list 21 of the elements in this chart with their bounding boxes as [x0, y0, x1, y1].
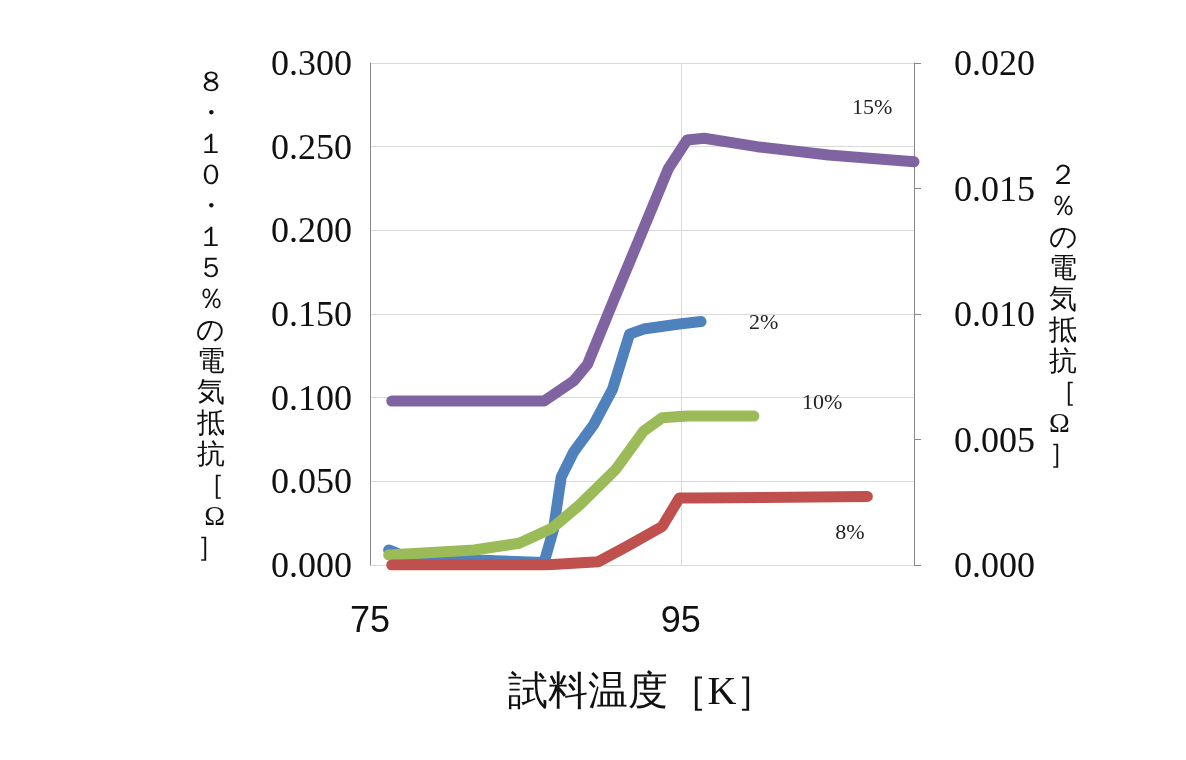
text: 2% [749, 309, 779, 335]
y-tick-label: 0.200 [271, 210, 352, 251]
text: ２％の電気抵抗［Ω］ [1049, 159, 1078, 469]
y2-tick-label: 0.005 [954, 419, 1035, 460]
text: 10% [801, 388, 843, 414]
y-tick-label: 0.300 [271, 43, 352, 83]
y-tick-label: 0.100 [271, 377, 352, 418]
text: ８・１０・１５％の電気抵抗［Ω］ [196, 66, 225, 562]
x-axis-title: 試料温度［K］ [507, 667, 777, 713]
y2-tick-label: 0.015 [954, 168, 1035, 209]
y-tick-label: 0.150 [271, 294, 352, 334]
x-tick-label: 75 [349, 598, 391, 640]
y-tick-label: 0.000 [271, 545, 352, 585]
y-tick-label: 0.250 [271, 126, 352, 167]
y2-tick-label: 0.000 [954, 545, 1035, 585]
series-label: 15% [852, 94, 893, 120]
x-tick-label: 95 [660, 598, 701, 640]
series-label: 8% [835, 518, 865, 544]
y2-tick-label: 0.020 [954, 43, 1035, 83]
y2-tick-label: 0.010 [954, 294, 1035, 334]
y-tick-label: 0.050 [271, 461, 352, 502]
